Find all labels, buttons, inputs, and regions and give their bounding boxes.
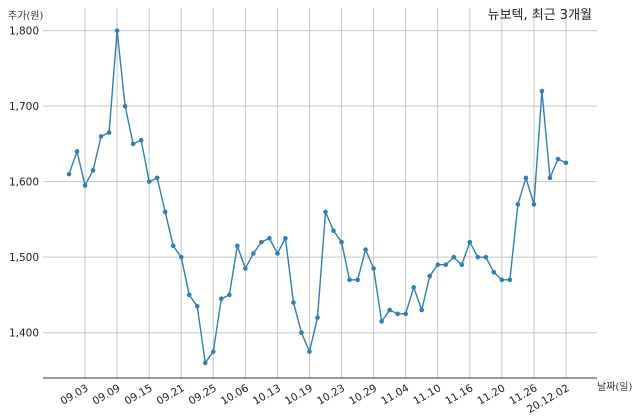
data-point bbox=[427, 273, 433, 279]
x-tick-label: 11.04 bbox=[379, 382, 411, 408]
data-point bbox=[98, 134, 104, 139]
data-point bbox=[475, 254, 481, 260]
data-point bbox=[243, 266, 248, 271]
y-tick-label: 1,400 bbox=[9, 328, 39, 340]
data-point bbox=[202, 360, 208, 366]
data-point bbox=[146, 179, 152, 184]
data-point bbox=[451, 254, 457, 260]
data-point bbox=[379, 319, 384, 324]
data-point bbox=[563, 160, 569, 166]
data-point bbox=[186, 292, 192, 298]
data-point bbox=[178, 254, 184, 260]
data-point bbox=[515, 202, 521, 207]
data-point bbox=[419, 307, 425, 313]
data-point bbox=[74, 149, 80, 154]
data-point bbox=[403, 311, 408, 317]
data-point bbox=[122, 103, 128, 109]
data-point bbox=[467, 239, 473, 245]
data-point bbox=[315, 315, 320, 320]
data-point bbox=[371, 266, 376, 271]
y-tick-label: 1,800 bbox=[9, 26, 39, 38]
data-point bbox=[339, 239, 344, 245]
x-tick-label: 10.13 bbox=[251, 382, 283, 407]
x-tick-label: 09.15 bbox=[123, 382, 155, 407]
data-point bbox=[90, 168, 96, 173]
data-point bbox=[275, 251, 280, 256]
x-tick-label: 11.16 bbox=[443, 382, 475, 408]
data-point bbox=[194, 303, 200, 309]
data-point bbox=[347, 277, 352, 283]
data-point bbox=[130, 141, 136, 147]
data-point bbox=[355, 277, 360, 283]
data-point bbox=[154, 175, 160, 181]
x-tick-label: 11.10 bbox=[411, 382, 443, 407]
x-axis-label: 날짜(일) bbox=[597, 381, 633, 393]
data-point bbox=[507, 277, 513, 283]
data-point bbox=[523, 175, 529, 181]
x-tick-label: 10.06 bbox=[219, 382, 251, 408]
data-point bbox=[283, 236, 288, 241]
data-point bbox=[82, 183, 88, 188]
data-point bbox=[499, 277, 505, 283]
x-tick-label: 11.20 bbox=[475, 382, 507, 407]
x-tick-label: 10.19 bbox=[283, 382, 315, 407]
data-point bbox=[235, 243, 240, 249]
data-point bbox=[210, 349, 216, 354]
data-point bbox=[547, 175, 553, 181]
data-point bbox=[459, 262, 465, 268]
data-point bbox=[307, 349, 312, 354]
y-tick-label: 1,600 bbox=[9, 177, 39, 189]
data-point bbox=[106, 130, 112, 135]
grid bbox=[43, 8, 597, 378]
data-point bbox=[66, 171, 72, 177]
data-point bbox=[387, 307, 392, 313]
chart-title: 뉴보텍, 최근 3개월 bbox=[488, 8, 592, 23]
data-point bbox=[299, 330, 304, 335]
data-point bbox=[170, 243, 176, 249]
data-point bbox=[227, 292, 232, 298]
data-point bbox=[291, 300, 296, 305]
data-point bbox=[259, 239, 264, 245]
data-point bbox=[267, 236, 272, 241]
x-tick-label: 10.23 bbox=[315, 382, 347, 407]
y-axis-label: 주가(원) bbox=[8, 10, 44, 22]
data-point bbox=[411, 285, 416, 290]
data-point bbox=[251, 251, 256, 256]
data-point bbox=[363, 247, 368, 252]
x-tick-label: 09.25 bbox=[187, 382, 219, 407]
x-tick-label: 09.09 bbox=[91, 382, 123, 407]
price-series-line bbox=[68, 30, 567, 365]
price-series-points bbox=[66, 28, 569, 366]
data-point bbox=[443, 262, 449, 268]
x-tick-label: 09.03 bbox=[58, 382, 90, 407]
data-point bbox=[395, 311, 400, 317]
data-point bbox=[539, 88, 545, 94]
data-point bbox=[219, 296, 224, 302]
data-point bbox=[491, 269, 497, 275]
data-point bbox=[483, 254, 489, 260]
y-tick-label: 1,500 bbox=[9, 252, 39, 264]
x-tick-label: 09.21 bbox=[155, 382, 187, 407]
data-point bbox=[323, 209, 328, 215]
data-point bbox=[331, 228, 336, 234]
data-point bbox=[531, 202, 537, 207]
data-point bbox=[114, 28, 120, 33]
data-point bbox=[138, 137, 144, 143]
x-tick-label: 10.29 bbox=[347, 382, 379, 407]
x-axis-ticks: 09.03 09.09 09.15 09.21 09.25 10.06 10.13 10.19… bbox=[58, 382, 571, 416]
data-point bbox=[435, 262, 441, 268]
y-tick-label: 1,700 bbox=[9, 101, 39, 113]
data-point bbox=[162, 209, 168, 215]
y-axis-ticks: 1,400 1,500 1,600 1,700 1,800 bbox=[9, 26, 39, 340]
data-point bbox=[555, 156, 561, 162]
